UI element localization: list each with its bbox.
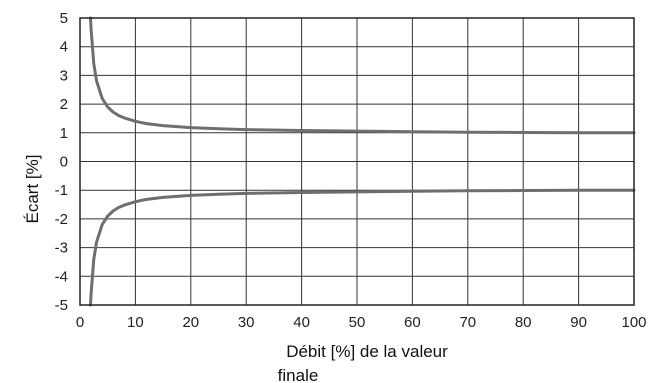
y-tick-label: -2 xyxy=(55,211,68,228)
x-tick-label: 20 xyxy=(182,314,199,331)
y-tick-label: -1 xyxy=(55,182,68,199)
y-tick-label: 2 xyxy=(60,96,68,113)
y-tick-label: -4 xyxy=(55,268,68,285)
x-tick-label: 50 xyxy=(349,314,366,331)
lower-deviation-curve xyxy=(89,188,636,307)
x-tick-label: 10 xyxy=(127,314,144,331)
x-tick-label: 40 xyxy=(293,314,310,331)
upper-deviation-curve xyxy=(89,16,636,135)
y-tick-label: -3 xyxy=(55,240,68,257)
y-tick-label: 3 xyxy=(60,67,68,84)
grid xyxy=(79,17,635,306)
x-tick-label: 30 xyxy=(238,314,255,331)
y-tick-label: 4 xyxy=(60,39,68,56)
y-tick-label: 5 xyxy=(60,10,68,27)
y-tick-label: 0 xyxy=(60,154,68,171)
x-tick-label: 70 xyxy=(459,314,476,331)
x-tick-label: 100 xyxy=(621,314,646,331)
plot-frame xyxy=(79,17,635,306)
y-tick-label: 1 xyxy=(60,125,68,142)
series-layer xyxy=(89,16,636,307)
x-tick-label: 90 xyxy=(570,314,587,331)
x-tick-label: 60 xyxy=(404,314,421,331)
x-axis-label-line-2: finale xyxy=(278,366,319,383)
x-axis-label-line-1: Débit [%] de la valeur xyxy=(286,342,448,361)
x-tick-label: 0 xyxy=(76,314,84,331)
y-axis-label: Écart [%] xyxy=(23,155,42,224)
y-tick-label: -5 xyxy=(55,297,68,314)
x-tick-label: 80 xyxy=(515,314,532,331)
